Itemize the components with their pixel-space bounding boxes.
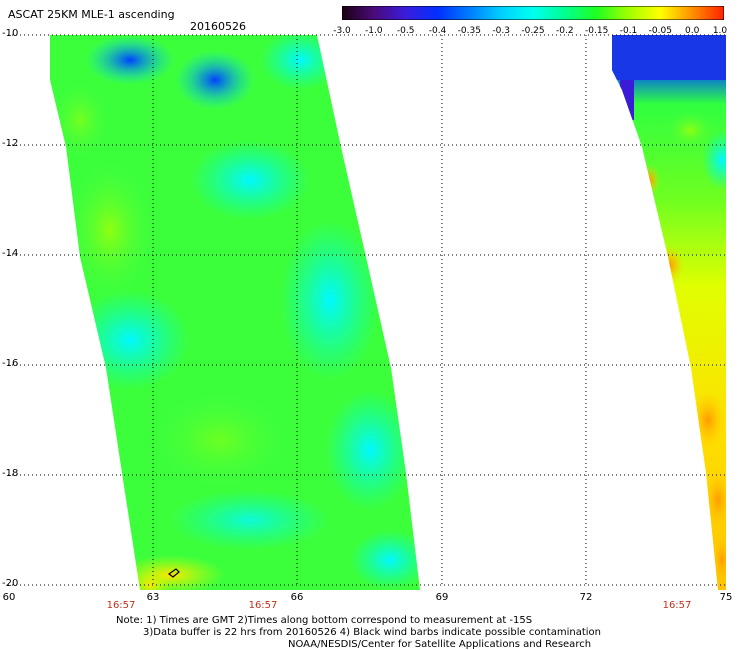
note-line-3: NOAA/NESDIS/Center for Satellite Applica… (288, 639, 592, 650)
lat-label: -20 (2, 578, 19, 589)
lon-label: 72 (579, 592, 593, 603)
note-line-1: Note: 1) Times are GMT 2)Times along bot… (116, 615, 533, 626)
lat-label: -18 (2, 468, 19, 479)
time-label: 16:57 (662, 600, 692, 611)
colorbar-label: -0.35 (457, 26, 481, 36)
colorbar-label: -0.25 (521, 26, 545, 36)
colorbar-label: -0.2 (556, 26, 574, 36)
map-title: ASCAT 25KM MLE-1 ascending (8, 8, 175, 21)
colorbar (342, 6, 724, 20)
colorbar-label: -0.5 (396, 26, 415, 36)
lon-label: 60 (2, 592, 16, 603)
colorbar-label: -0.05 (648, 26, 672, 36)
lon-label: 63 (146, 592, 160, 603)
note-line-2: 3)Data buffer is 22 hrs from 20160526 4)… (143, 627, 601, 638)
colorbar-label: -3.0 (333, 26, 351, 36)
colorbar-label: -0.3 (492, 26, 510, 36)
lon-label: 66 (290, 592, 304, 603)
colorbar-fill (342, 6, 724, 20)
colorbar-label: -0.15 (585, 26, 609, 36)
right-swath (612, 35, 726, 590)
lat-label: -10 (2, 28, 19, 39)
lat-label: -12 (2, 138, 19, 149)
left-swath (50, 35, 420, 590)
time-label: 16:57 (106, 600, 136, 611)
colorbar-label: 0.0 (684, 26, 700, 36)
lat-label: -14 (2, 248, 19, 259)
map-date: 20160526 (190, 20, 246, 33)
time-label: 16:57 (248, 600, 278, 611)
colorbar-label: -1.0 (365, 26, 383, 36)
lon-label: 69 (435, 592, 449, 603)
lat-label: -16 (2, 358, 19, 369)
lon-label: 75 (719, 592, 733, 603)
wind-barb-icon (167, 568, 180, 578)
colorbar-label: -0.4 (428, 26, 447, 36)
colorbar-label: -0.1 (619, 26, 638, 36)
colorbar-label: 1.0 (712, 26, 728, 36)
